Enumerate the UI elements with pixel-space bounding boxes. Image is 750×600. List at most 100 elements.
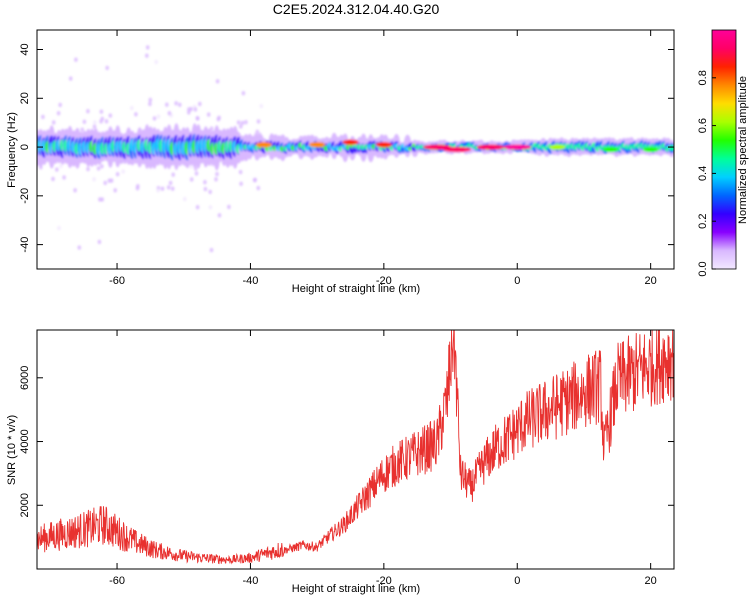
snr-x-tick-label: -20 [376, 575, 392, 587]
colorbar-ticks: 0.0 0.2 0.4 0.6 0.8 [697, 70, 716, 277]
spectrogram-y-label: Frequency (Hz) [6, 112, 18, 188]
spectrogram-cell [668, 145, 674, 151]
spectrogram-hotspot [642, 146, 659, 153]
colorbar: 0.0 0.2 0.4 0.6 0.8 Normalized spectral ampl… [697, 29, 749, 277]
spectrogram-speckle [189, 177, 194, 182]
spectrogram-speckle [156, 114, 161, 119]
spectrogram-speckle [99, 109, 104, 114]
snr-x-label: Height of straight line (km) [292, 583, 420, 595]
spectrogram-speckle [56, 111, 61, 116]
spectrogram-speckle [59, 163, 63, 169]
spectrogram-hotspot [476, 144, 505, 150]
spectrogram-speckle [152, 116, 157, 121]
spectrogram-speckle [241, 91, 246, 96]
spectrogram-speckle [255, 129, 260, 134]
spectrogram-speckle [165, 102, 169, 107]
colorbar-label: Normalized spectral amplitude [737, 76, 749, 224]
snr-plot-area [37, 330, 674, 569]
spectrogram-speckle [100, 116, 105, 122]
spectrogram-speckle [92, 124, 97, 129]
spectrogram-speckle [55, 167, 59, 172]
spectrogram-speckle [96, 166, 101, 171]
spectrogram-speckle [178, 102, 182, 108]
spectrogram-x-label: Height of straight line (km) [292, 283, 420, 295]
spectrogram-speckle [93, 120, 97, 125]
spectrogram-speckle [73, 188, 77, 193]
spectrogram-speckle [256, 119, 261, 124]
snr-y-tick-label: 6000 [19, 366, 31, 390]
spectrogram-speckle [208, 205, 213, 210]
spectrogram-speckle [252, 177, 257, 183]
spectrogram-cells [37, 45, 674, 253]
spectrogram-speckle [194, 171, 199, 176]
spectrogram-speckle [86, 109, 90, 114]
spectrogram-y-tick-label: -20 [19, 188, 31, 204]
spectrogram-speckle [214, 177, 218, 182]
colorbar-tick-label: 0.8 [697, 70, 709, 85]
spectrogram-speckle [57, 225, 61, 231]
spectrogram-hotspot [443, 146, 472, 153]
spectrogram-speckle [167, 111, 172, 116]
spectrogram-x-tick-label: 0 [514, 275, 520, 287]
spectrogram-speckle [86, 166, 90, 172]
spectrogram-speckle [208, 189, 212, 195]
spectrogram-speckle [145, 53, 149, 58]
snr-marks [37, 330, 674, 565]
spectrogram-speckle [240, 120, 245, 126]
spectrogram-hotspot [549, 144, 566, 150]
spectrogram-speckle [41, 114, 45, 120]
spectrogram-speckle [168, 180, 173, 186]
spectrogram-speckle [166, 185, 171, 190]
spectrogram-hotspot [423, 144, 452, 150]
spectrogram-speckle [77, 245, 82, 250]
spectrogram-x-tick-label: -60 [109, 275, 125, 287]
spectrogram-speckle [217, 213, 222, 218]
spectrogram-speckle [134, 112, 138, 117]
spectrogram-speckle [68, 76, 73, 81]
colorbar-gradient [712, 30, 736, 269]
snr-frame [36, 329, 675, 570]
spectrogram-speckle [217, 115, 221, 121]
spectrogram-speckle [108, 113, 113, 118]
spectrogram-speckle [244, 120, 248, 125]
spectrogram-x-tick-label: 20 [645, 275, 657, 287]
spectrogram-speckle [156, 188, 160, 193]
snr-x-tick-label: -40 [242, 575, 258, 587]
spectrogram-speckle [174, 101, 178, 106]
snr-panel: -60 -40 -20 0 20 2000 4000 6000 Height of strai… [6, 329, 675, 595]
spectrogram-x-tick-label: -20 [376, 275, 392, 287]
spectrogram-marks [37, 45, 674, 253]
spectrogram-speckle [51, 176, 55, 182]
snr-y-tick-label: 4000 [19, 429, 31, 453]
snr-line [37, 330, 674, 565]
spectrogram-panel: -60 -40 -20 0 20 -40 -20 0 20 40 Height of straig… [6, 29, 675, 295]
spectrogram-speckle [105, 65, 109, 71]
spectrogram-speckle [239, 124, 243, 129]
spectrogram-speckle [103, 180, 107, 186]
snr-x-tick-label: -60 [109, 575, 125, 587]
spectrogram-hotspot [602, 146, 619, 153]
spectrogram-speckle [98, 197, 102, 202]
spectrogram-speckle [239, 181, 243, 186]
spectrogram-speckle [160, 186, 165, 191]
spectrogram-speckle [215, 171, 219, 177]
spectrogram-speckle [227, 204, 231, 210]
spectrogram-x-tick-label: -40 [242, 275, 258, 287]
spectrogram-speckle [109, 178, 114, 183]
spectrogram-speckle [148, 101, 152, 107]
colorbar-tick-label: 0.6 [697, 118, 709, 133]
snr-ticks: -60 -40 -20 0 20 2000 4000 6000 [19, 330, 674, 587]
spectrogram-speckle [104, 119, 109, 124]
spectrogram-speckle [113, 188, 117, 193]
spectrogram-speckle [62, 175, 66, 180]
spectrogram-speckle [259, 103, 264, 109]
spectrogram-speckle [115, 172, 120, 177]
spectrogram-y-tick-label: 40 [19, 43, 31, 55]
spectrogram-ticks: -60 -40 -20 0 20 -40 -20 0 20 40 [19, 30, 674, 287]
spectrogram-speckle [238, 169, 243, 175]
spectrogram-speckle [92, 177, 96, 182]
spectrogram-speckle [145, 45, 150, 50]
spectrogram-hotspot [309, 142, 326, 148]
spectrogram-speckle [148, 97, 153, 103]
colorbar-tick-label: 0.4 [697, 166, 709, 181]
